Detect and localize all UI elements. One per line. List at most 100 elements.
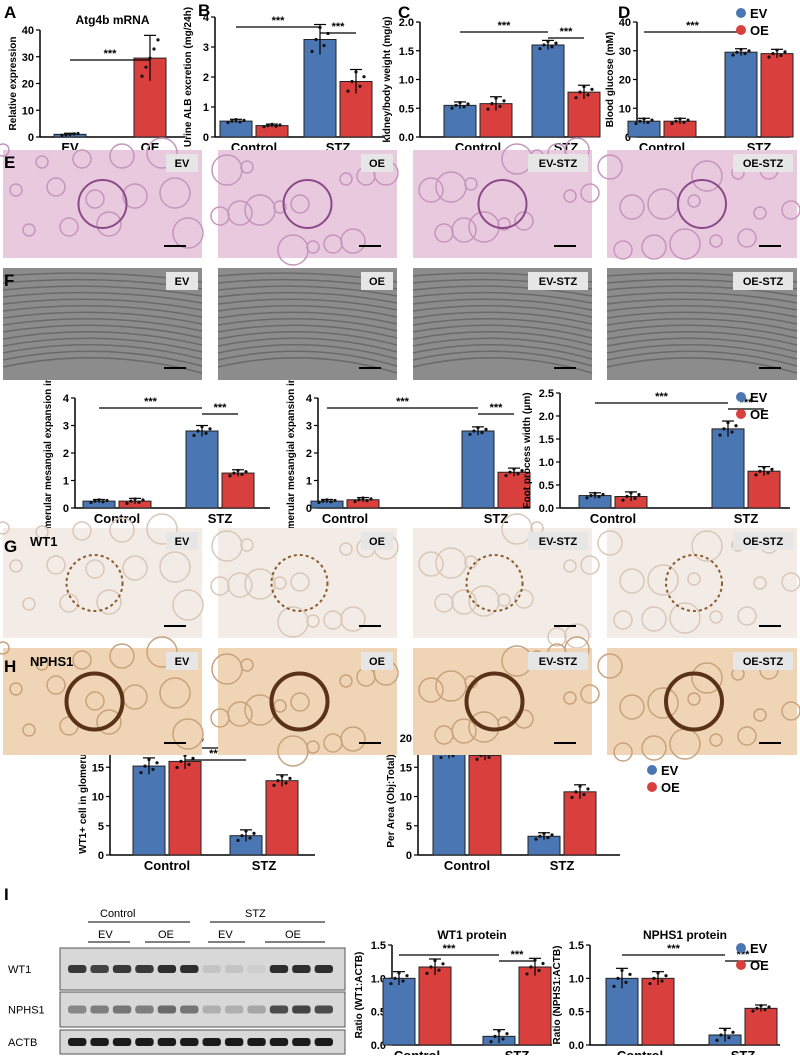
data-point xyxy=(238,120,242,124)
data-point xyxy=(542,43,546,47)
tag-bg xyxy=(528,532,588,550)
y-tick-label: 1.0 xyxy=(371,973,386,985)
data-point xyxy=(682,120,686,124)
y-tick-label: 2.0 xyxy=(399,17,414,29)
blot-band xyxy=(90,1038,109,1046)
data-point xyxy=(498,104,502,109)
chart-F1: 0 1 2 3 4 Glomerular mesangial expansion inde… xyxy=(43,359,270,546)
data-point xyxy=(620,968,624,972)
tissue-texture xyxy=(323,234,343,254)
data-point xyxy=(582,793,586,797)
sig-label: *** xyxy=(667,943,681,955)
tag-bg xyxy=(166,532,198,550)
tissue-texture xyxy=(22,723,36,737)
bar xyxy=(567,91,601,138)
bar xyxy=(221,472,255,509)
tissue-texture xyxy=(641,234,667,260)
tissue-texture xyxy=(418,677,444,703)
data-point xyxy=(779,53,783,57)
y-tick-label: 5 xyxy=(406,821,412,833)
data-point xyxy=(660,979,664,983)
tem-texture xyxy=(412,318,593,332)
data-point xyxy=(646,120,650,124)
y-tick-label: 0 xyxy=(98,850,104,862)
data-point xyxy=(767,55,771,59)
data-point xyxy=(454,103,458,107)
glomerulus xyxy=(64,671,125,732)
tissue-texture xyxy=(514,211,534,231)
y-tick-label: 1.5 xyxy=(399,46,414,58)
y-tick-label: 0 xyxy=(28,132,34,144)
x-tick-label: Control xyxy=(617,1048,663,1055)
H-panel: OE-STZ xyxy=(597,648,800,762)
tissue-texture xyxy=(0,521,10,535)
blot-row-label: NPHS1 xyxy=(8,1005,45,1017)
tissue-texture xyxy=(227,572,253,598)
y-axis-label: Per Area (Obj:Total)% xyxy=(386,745,397,847)
blot-band xyxy=(202,965,221,973)
tissue-texture xyxy=(709,234,723,248)
data-point xyxy=(763,1008,767,1012)
tag-bg xyxy=(361,154,393,172)
tissue-texture xyxy=(9,682,23,696)
tag-label: EV xyxy=(175,536,190,548)
blot-band xyxy=(135,1038,154,1046)
bar xyxy=(443,104,477,138)
data-point xyxy=(759,1004,763,1008)
tissue-texture xyxy=(290,572,310,592)
y-axis-label: Foot process width (μm) xyxy=(522,392,533,508)
chart-I1: 0.0 0.5 1.0 1.5 Ratio (WT1:ACTB) WT1 protein C… xyxy=(354,928,552,1060)
tissue-texture xyxy=(435,670,467,702)
bar xyxy=(303,39,337,138)
y-tick-label: 1.0 xyxy=(399,75,414,87)
x-tick-label: Control xyxy=(590,511,636,526)
data-point xyxy=(139,771,143,775)
data-point xyxy=(325,498,329,502)
data-point xyxy=(358,84,362,88)
blot-band xyxy=(224,1005,244,1014)
sig-label: *** xyxy=(214,402,228,414)
chart-title: NPHS1 protein xyxy=(643,928,727,942)
tem-texture xyxy=(2,337,203,353)
data-point xyxy=(484,427,488,431)
data-point xyxy=(148,56,152,60)
panel-letter-D: D xyxy=(618,3,630,22)
tissue-texture xyxy=(687,194,701,208)
tissue-texture xyxy=(210,576,230,596)
panel-labels-layer: A B C D E F G H I xyxy=(4,1,630,904)
y-tick-label: 0.0 xyxy=(539,503,554,515)
y-tick-label: 5 xyxy=(98,821,104,833)
data-point xyxy=(93,499,97,503)
tem-texture xyxy=(2,311,203,325)
tissue-texture xyxy=(22,597,36,611)
data-point xyxy=(248,836,252,840)
data-point xyxy=(192,433,196,437)
E-panel: OE-STZ xyxy=(597,150,800,260)
legend-label-oe: OE xyxy=(750,407,769,422)
data-point xyxy=(538,47,542,51)
tissue-texture xyxy=(418,551,444,577)
data-point xyxy=(715,1038,719,1042)
data-point xyxy=(582,85,586,89)
tem-texture xyxy=(217,291,398,304)
legend-marker-oe xyxy=(736,409,746,419)
blot-band xyxy=(224,1038,244,1046)
data-point xyxy=(686,118,690,122)
data-point xyxy=(624,980,628,984)
tag-bg xyxy=(733,532,793,550)
tissue-texture xyxy=(434,593,454,613)
tem-texture xyxy=(606,337,798,353)
data-point xyxy=(236,838,240,842)
blot-band xyxy=(135,1005,154,1014)
tissue-texture xyxy=(277,234,309,266)
blot-band xyxy=(292,1005,311,1014)
F-panel: OE xyxy=(217,268,398,380)
tissue-texture xyxy=(35,525,49,539)
glomerulus xyxy=(465,554,524,612)
tissue-texture xyxy=(59,217,79,237)
tem-texture xyxy=(412,337,593,353)
data-point xyxy=(597,495,601,499)
tissue-texture xyxy=(146,513,178,545)
